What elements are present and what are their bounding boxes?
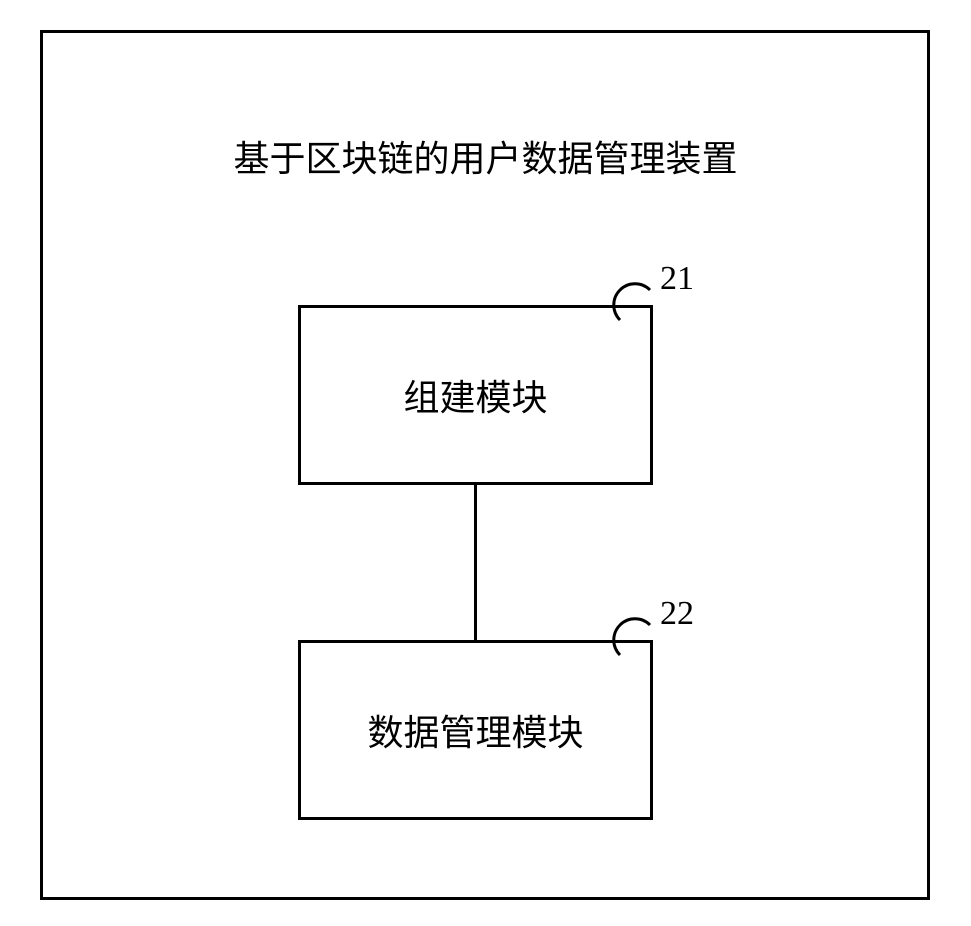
module-label-21: 组建模块 — [403, 369, 547, 421]
module-box-21: 组建模块 — [298, 305, 653, 485]
ref-number-21: 21 — [660, 260, 694, 298]
ref-number-22: 22 — [660, 595, 694, 633]
module-box-22: 数据管理模块 — [298, 640, 653, 820]
diagram-title: 基于区块链的用户数据管理装置 — [233, 130, 737, 182]
module-label-22: 数据管理模块 — [367, 704, 583, 756]
connector-21-22 — [474, 485, 477, 640]
